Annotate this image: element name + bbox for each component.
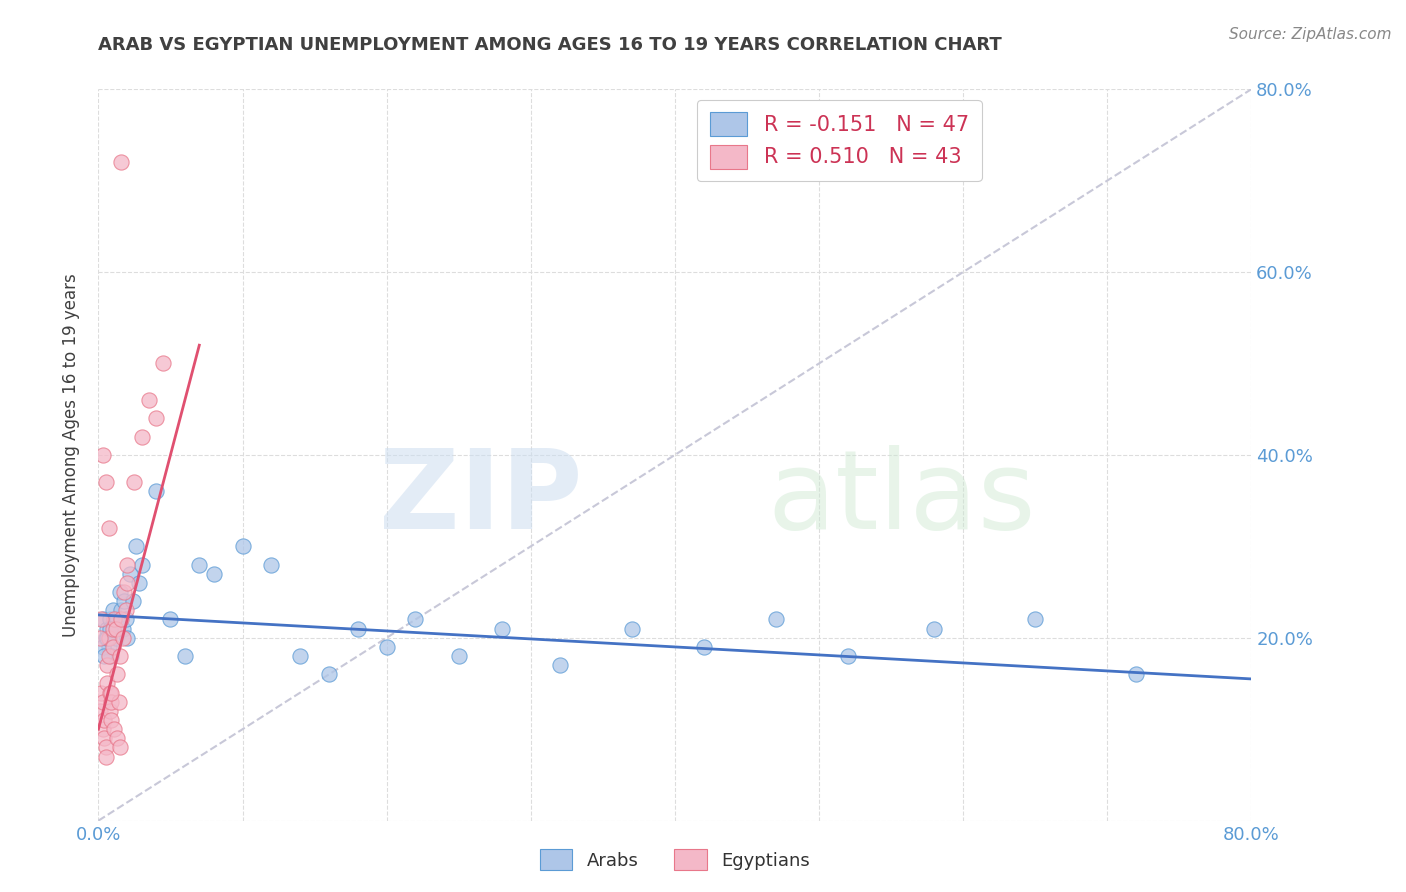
Point <box>97 640 120 654</box>
Legend: Arabs, Egyptians: Arabs, Egyptians <box>533 842 817 878</box>
Point <box>110 613 132 627</box>
Point <box>138 392 160 407</box>
Point <box>110 155 132 169</box>
Point <box>117 576 139 591</box>
Point <box>122 594 145 608</box>
Point <box>98 704 121 718</box>
Point <box>104 622 127 636</box>
Point <box>94 631 117 645</box>
Point <box>112 594 135 608</box>
Point <box>94 740 117 755</box>
Point <box>124 475 146 490</box>
Point <box>145 484 167 499</box>
Point <box>152 356 174 371</box>
Point <box>620 622 643 636</box>
Point <box>174 649 197 664</box>
Point <box>765 613 787 627</box>
Point <box>91 723 114 737</box>
Point <box>231 539 254 553</box>
Point <box>290 649 312 664</box>
Point <box>107 695 129 709</box>
Point <box>91 640 114 654</box>
Text: ARAB VS EGYPTIAN UNEMPLOYMENT AMONG AGES 16 TO 19 YEARS CORRELATION CHART: ARAB VS EGYPTIAN UNEMPLOYMENT AMONG AGES… <box>98 36 1002 54</box>
Point <box>91 695 114 709</box>
Point <box>104 631 127 645</box>
Point <box>375 640 398 654</box>
Point <box>90 613 112 627</box>
Point <box>491 622 513 636</box>
Point <box>128 576 150 591</box>
Point <box>1024 613 1046 627</box>
Point <box>318 667 340 681</box>
Point <box>91 613 114 627</box>
Point <box>120 566 142 581</box>
Point <box>101 603 124 617</box>
Point <box>103 622 125 636</box>
Point <box>693 640 716 654</box>
Point <box>159 613 181 627</box>
Point <box>117 631 139 645</box>
Point <box>100 695 122 709</box>
Point <box>98 622 121 636</box>
Point <box>111 631 134 645</box>
Point <box>97 649 120 664</box>
Point <box>101 622 124 636</box>
Point <box>97 631 120 645</box>
Point <box>105 667 128 681</box>
Point <box>145 411 167 425</box>
Point <box>260 558 283 572</box>
Point <box>117 558 139 572</box>
Point <box>922 622 945 636</box>
Point <box>131 558 153 572</box>
Point <box>94 475 117 490</box>
Point <box>93 713 115 727</box>
Point <box>837 649 859 664</box>
Point <box>112 585 135 599</box>
Point <box>1125 667 1147 681</box>
Point <box>93 649 115 664</box>
Point <box>100 685 122 699</box>
Point <box>98 613 121 627</box>
Point <box>108 585 131 599</box>
Point <box>111 622 134 636</box>
Point <box>110 603 132 617</box>
Point <box>96 622 118 636</box>
Point <box>91 448 114 462</box>
Point <box>108 740 131 755</box>
Point <box>96 658 118 673</box>
Text: Source: ZipAtlas.com: Source: ZipAtlas.com <box>1229 27 1392 42</box>
Point <box>114 613 136 627</box>
Point <box>97 521 120 535</box>
Point <box>202 566 225 581</box>
Point <box>89 631 111 645</box>
Text: ZIP: ZIP <box>380 445 582 552</box>
Point <box>90 685 112 699</box>
Point <box>93 731 115 746</box>
Point <box>98 685 121 699</box>
Point <box>188 558 211 572</box>
Point <box>103 613 125 627</box>
Y-axis label: Unemployment Among Ages 16 to 19 years: Unemployment Among Ages 16 to 19 years <box>62 273 80 637</box>
Point <box>105 613 128 627</box>
Point <box>101 640 124 654</box>
Point <box>96 631 118 645</box>
Point <box>100 713 122 727</box>
Point <box>96 676 118 690</box>
Point <box>346 622 368 636</box>
Point <box>447 649 470 664</box>
Point <box>89 704 111 718</box>
Text: atlas: atlas <box>768 445 1036 552</box>
Point <box>125 539 148 553</box>
Point <box>103 723 125 737</box>
Point <box>548 658 571 673</box>
Point <box>405 613 427 627</box>
Point <box>100 649 122 664</box>
Point <box>114 603 136 617</box>
Point <box>94 749 117 764</box>
Point <box>108 649 131 664</box>
Point <box>105 731 128 746</box>
Point <box>131 430 153 444</box>
